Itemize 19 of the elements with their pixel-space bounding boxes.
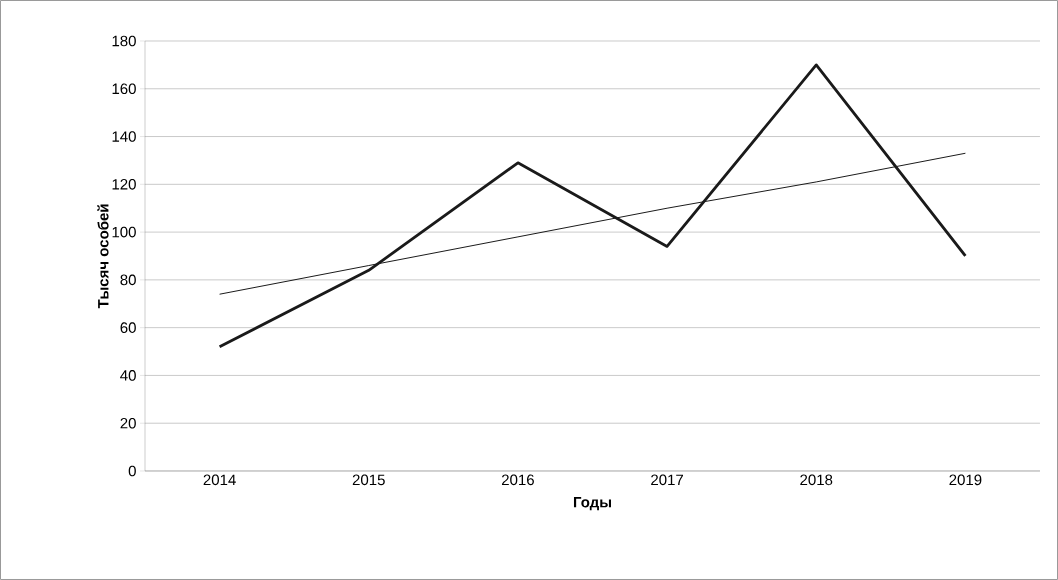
y-tick-label: 0: [128, 465, 136, 477]
y-axis-title: Тысяч особей: [97, 204, 109, 309]
y-tick-label: 100: [112, 226, 136, 238]
y-tick-label: 180: [112, 35, 136, 47]
y-tick-label: 140: [112, 131, 136, 142]
x-tick-label: 2016: [501, 474, 534, 486]
y-tick-label: 80: [120, 274, 136, 286]
x-axis-title: Годы: [573, 497, 611, 511]
line-series: [218, 63, 967, 349]
y-tick-label: 20: [120, 417, 136, 429]
x-tick-label: 2019: [949, 474, 982, 486]
x-tick-label: 2017: [651, 474, 684, 486]
x-tick-label: 2014: [203, 474, 236, 486]
y-tick-label: 120: [112, 179, 136, 190]
x-tick-label: 2018: [800, 474, 833, 486]
y-tick-label: 40: [120, 370, 136, 381]
x-tick-label: 2015: [352, 474, 385, 486]
y-tick-label: 160: [112, 83, 136, 95]
y-tick-label: 60: [120, 322, 136, 333]
